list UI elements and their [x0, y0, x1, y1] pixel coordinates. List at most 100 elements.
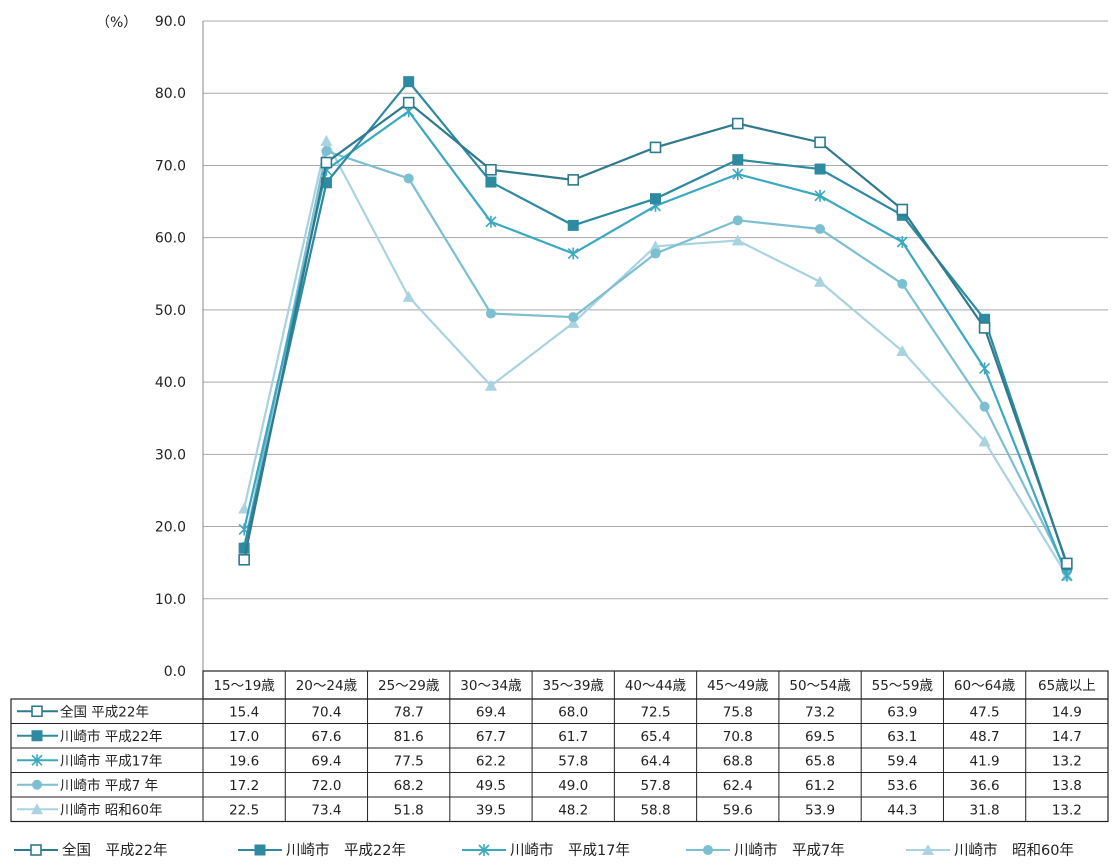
table-cell: 69.5: [805, 729, 835, 745]
table-cell: 41.9: [970, 753, 1000, 769]
table-cell: 64.4: [640, 753, 670, 769]
data-point: [485, 215, 497, 228]
table-cell: 62.2: [476, 753, 506, 769]
data-point: [732, 215, 743, 226]
table-cell: 13.2: [1052, 753, 1082, 769]
data-point: [897, 278, 908, 289]
table-cell: 19.6: [229, 753, 259, 769]
data-point: [979, 401, 990, 412]
y-tick-label: 10.0: [155, 592, 186, 608]
y-tick-label: 60.0: [155, 231, 186, 247]
table-cell: 57.8: [640, 778, 670, 794]
table-cell: 63.1: [887, 729, 917, 745]
legend-label: 川崎市 平成17年: [510, 842, 630, 859]
legend-marker: [30, 844, 42, 856]
table-cell: 69.4: [311, 753, 341, 769]
table-row-label: 全国 平成22年: [60, 703, 149, 720]
y-tick-label: 50.0: [155, 303, 186, 319]
data-point: [567, 174, 580, 186]
data-point: [650, 248, 661, 259]
data-point: [815, 224, 826, 234]
data-point: [731, 117, 744, 130]
table-cell: 69.4: [476, 704, 506, 720]
table-cell: 51.8: [394, 802, 424, 818]
gridlines: [203, 20, 1108, 600]
data-point: [979, 362, 991, 375]
table-row-key: [17, 730, 58, 742]
data-point: [321, 146, 332, 156]
data-point: [896, 203, 909, 216]
legend-entry: 川崎市 平成7年: [686, 842, 845, 859]
table-cell: 58.8: [640, 802, 670, 818]
x-tick-label: 35～39歳: [543, 678, 605, 694]
x-tick-label: 65歳以上: [1038, 678, 1096, 694]
data-point: [978, 435, 991, 447]
data-point: [485, 176, 497, 188]
data-point: [238, 542, 250, 554]
x-tick-label: 60～64歳: [954, 678, 1016, 694]
data-point: [978, 322, 991, 334]
table-row-key: [17, 705, 58, 718]
data-point: [731, 234, 744, 246]
table-cell: 36.6: [970, 778, 1000, 794]
table-cell: 22.5: [229, 802, 259, 818]
data-point: [485, 308, 496, 319]
table-row-label: 川崎市 平成22年: [60, 728, 162, 745]
table-cell: 47.5: [970, 704, 1000, 720]
table-cell: 61.7: [558, 729, 588, 745]
series-lines: [238, 76, 1073, 582]
table-cell: 53.9: [805, 802, 835, 818]
data-table: 15～19歳 20～24歳 25～29歳 30～34歳 35～39歳 40～44歳 45～4…: [10, 670, 1109, 823]
series-3: [238, 105, 1073, 582]
table-cell: 65.4: [640, 729, 670, 745]
y-axis: （%） 0.0 10.0 20.0 30.0 40.0 50.0 60.0 70.0 80.0 9…: [96, 14, 204, 680]
table-cell: 15.4: [229, 704, 259, 720]
table-row-key: [17, 803, 58, 815]
x-tick-label: 50～54歳: [789, 678, 851, 694]
y-tick-label: 30.0: [155, 447, 186, 463]
data-point: [649, 240, 662, 252]
table-cell: 53.6: [887, 778, 917, 794]
table-row-label: 川崎市 平成17年: [60, 752, 162, 769]
data-point: [320, 156, 333, 169]
y-tick-label: 20.0: [155, 520, 186, 536]
table-cell: 78.7: [394, 704, 424, 720]
y-tick-label: 90.0: [155, 14, 186, 30]
table-cell: 59.4: [887, 753, 917, 769]
legend-entry: 川崎市 昭和60年: [906, 842, 1074, 859]
data-point: [814, 275, 827, 287]
data-point: [402, 96, 415, 109]
legend-entry: 川崎市 平成22年: [238, 842, 406, 859]
key-marker: [31, 754, 43, 767]
series-line: [243, 79, 1068, 566]
key-marker: [31, 705, 43, 718]
table-cell: 49.5: [476, 778, 506, 794]
x-tick-label: 55～59歳: [872, 678, 934, 694]
table-cell: 13.2: [1052, 802, 1082, 818]
series-line: [243, 101, 1068, 564]
table-cell: 61.2: [805, 778, 835, 794]
legend-entry: 川崎市 平成17年: [462, 842, 630, 859]
table-cell: 39.5: [476, 802, 506, 818]
legend-marker: [922, 844, 934, 855]
data-point: [402, 290, 415, 302]
data-point: [238, 553, 250, 566]
table-cell: 77.5: [394, 753, 424, 769]
legend-marker: [254, 844, 266, 856]
table-cell: 17.0: [229, 729, 259, 745]
y-tick-label: 40.0: [155, 375, 186, 391]
y-tick-label: 80.0: [155, 86, 186, 102]
table-cell: 72.0: [311, 778, 341, 794]
data-point: [567, 247, 579, 260]
table-row-label: 川崎市 昭和60年: [60, 801, 162, 818]
key-marker: [31, 730, 43, 742]
y-axis-unit-label: （%）: [96, 15, 137, 31]
table-cell: 48.7: [970, 729, 1000, 745]
legend-marker: [703, 845, 713, 855]
table-cell: 73.4: [311, 802, 341, 818]
table-cell: 72.5: [640, 704, 670, 720]
table-row-key: [17, 754, 58, 767]
legend-label: 川崎市 平成7年: [734, 842, 845, 859]
legend-label: 川崎市 平成22年: [286, 842, 406, 859]
